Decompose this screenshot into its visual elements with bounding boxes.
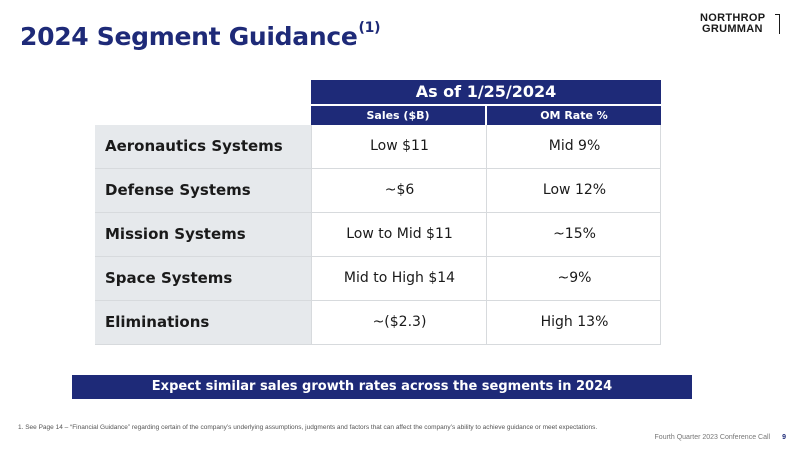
om-rate-value: ~9% [486, 257, 662, 300]
segment-name: Aeronautics Systems [95, 125, 311, 168]
segment-name: Defense Systems [95, 169, 311, 212]
sales-value: Low to Mid $11 [311, 213, 487, 256]
table-date-header: As of 1/25/2024 [311, 80, 661, 104]
segment-name: Space Systems [95, 257, 311, 300]
column-header-om-rate: OM Rate % [487, 106, 661, 125]
sales-value: ~($2.3) [311, 301, 487, 344]
summary-banner: Expect similar sales growth rates across… [72, 375, 692, 399]
sales-value: ~$6 [311, 169, 487, 212]
segment-name: Mission Systems [95, 213, 311, 256]
table-row: Mission Systems Low to Mid $11 ~15% [95, 213, 661, 257]
om-rate-value: ~15% [486, 213, 662, 256]
om-rate-value: Low 12% [486, 169, 662, 212]
table-row: Aeronautics Systems Low $11 Mid 9% [95, 125, 661, 169]
page-title: 2024 Segment Guidance(1) [20, 19, 381, 51]
slide-footer: Fourth Quarter 2023 Conference Call 9 [655, 434, 786, 441]
sales-value: Low $11 [311, 125, 487, 168]
logo-line-1: NORTHROP [700, 12, 766, 24]
page-title-text: 2024 Segment Guidance [20, 22, 358, 51]
table-row: Defense Systems ~$6 Low 12% [95, 169, 661, 213]
logo-line-2: GRUMMAN [702, 23, 763, 35]
footnote: 1. See Page 14 – “Financial Guidance” re… [18, 424, 598, 431]
sales-value: Mid to High $14 [311, 257, 487, 300]
table-row: Eliminations ~($2.3) High 13% [95, 301, 661, 345]
segment-name: Eliminations [95, 301, 311, 344]
logo-bracket-mark [775, 14, 780, 34]
title-footnote-marker: (1) [358, 19, 381, 36]
table-row: Space Systems Mid to High $14 ~9% [95, 257, 661, 301]
om-rate-value: High 13% [486, 301, 662, 344]
event-name: Fourth Quarter 2023 Conference Call [654, 434, 771, 441]
column-header-sales: Sales ($B) [311, 106, 485, 125]
om-rate-value: Mid 9% [486, 125, 662, 168]
company-logo: NORTHROP GRUMMAN [700, 12, 780, 35]
page-number: 9 [782, 434, 786, 441]
